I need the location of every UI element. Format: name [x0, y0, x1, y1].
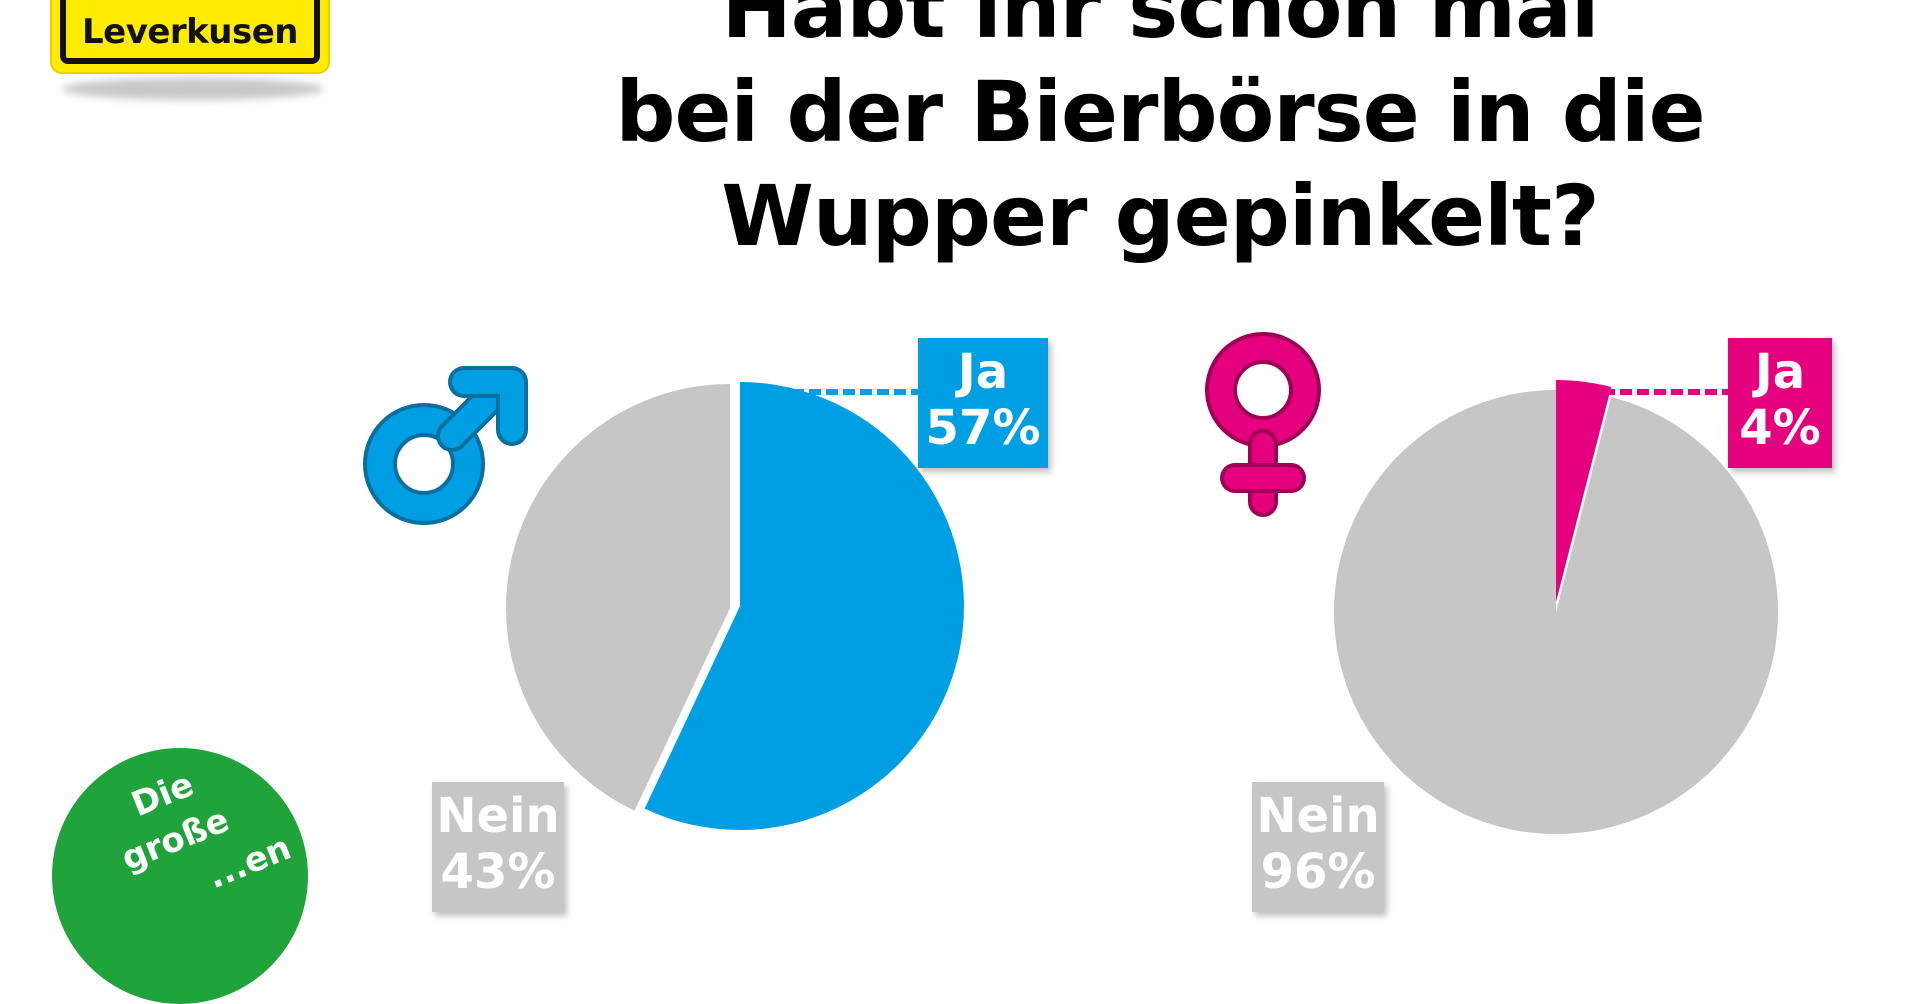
female-pie-slice-nein: [1334, 390, 1778, 834]
female-nein-value: 96%: [1260, 844, 1376, 900]
logo-sign-shadow: [62, 78, 324, 100]
female-ja-label: Ja 4%: [1728, 338, 1832, 468]
city-sign-border: [60, 0, 320, 64]
city-sign-logo: Leverkusen: [50, 0, 330, 74]
female-nein-category: Nein: [1256, 788, 1380, 844]
male-symbol-icon: [363, 366, 528, 525]
male-ja-value: 57%: [925, 400, 1041, 456]
title-line-1: Habt ihr schon mal: [721, 0, 1599, 57]
male-ja-label: Ja 57%: [918, 338, 1048, 468]
female-pie-chart: [1334, 380, 1778, 834]
page-title: Habt ihr schon mal bei der Bierbörse in …: [520, 0, 1800, 268]
city-sign-text: Leverkusen: [81, 12, 299, 52]
female-ja-value: 4%: [1739, 400, 1821, 456]
male-pie-slice-nein: [506, 384, 730, 811]
male-nein-value: 43%: [440, 844, 556, 900]
female-ja-category: Ja: [1754, 344, 1806, 400]
male-pie-chart: [506, 382, 964, 831]
female-nein-label: Nein 96%: [1252, 782, 1384, 912]
title-line-3: Wupper gepinkelt?: [721, 167, 1599, 265]
male-nein-label: Nein 43%: [432, 782, 564, 912]
female-pie-slice-ja: [1556, 380, 1612, 602]
male-pie-slice-ja: [644, 382, 964, 831]
title-line-2: bei der Bierbörse in die: [615, 63, 1705, 161]
green-stamp-badge: Die große ...en: [52, 748, 308, 1004]
pie-charts-canvas: [363, 332, 1778, 834]
male-nein-category: Nein: [436, 788, 560, 844]
female-symbol-icon: [1205, 332, 1321, 517]
male-ja-category: Ja: [957, 344, 1009, 400]
